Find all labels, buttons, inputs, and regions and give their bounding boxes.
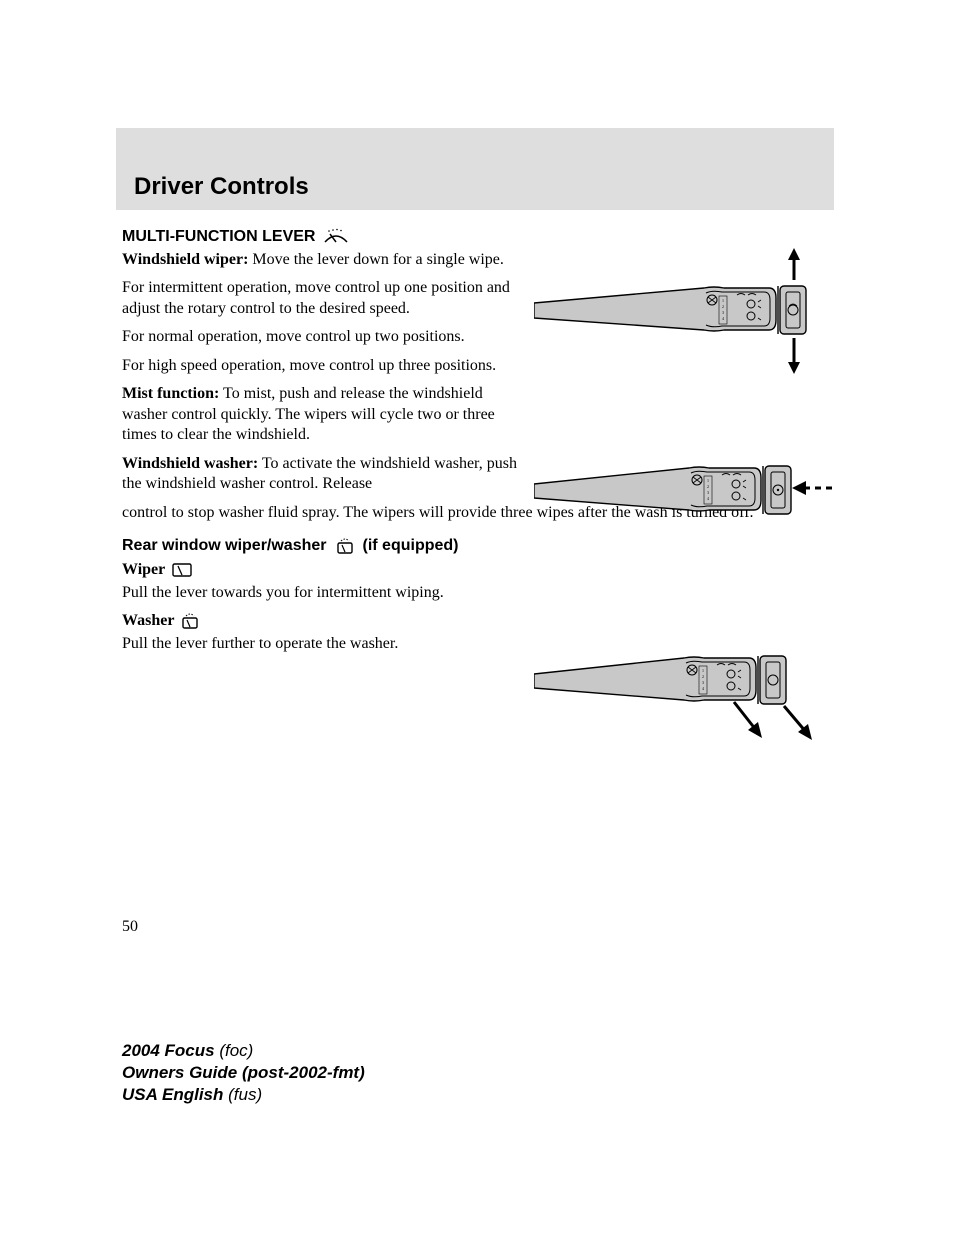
heading-text: MULTI-FUNCTION LEVER bbox=[122, 228, 315, 246]
footer-line1: 2004 Focus (foc) bbox=[122, 1040, 365, 1062]
svg-text:3: 3 bbox=[722, 310, 724, 315]
svg-text:4: 4 bbox=[707, 496, 709, 501]
washer-body-text: Pull the lever further to operate the wa… bbox=[122, 634, 522, 654]
intermittent-text: For intermittent operation, move control… bbox=[122, 278, 522, 319]
page-title: Driver Controls bbox=[134, 173, 309, 201]
lever-figure-updown: 1 2 3 4 bbox=[534, 248, 834, 378]
page-number: 50 bbox=[122, 918, 138, 936]
wiper-label-row: Wiper bbox=[122, 561, 834, 579]
svg-text:2: 2 bbox=[702, 674, 704, 679]
washer-label: Washer bbox=[122, 612, 174, 630]
page: Driver Controls 1 2 3 bbox=[0, 0, 954, 1235]
washer-text-start: Windshield washer: To activate the winds… bbox=[122, 454, 522, 495]
wiper-body-text: Pull the lever towards you for intermitt… bbox=[122, 583, 522, 603]
svg-text:2: 2 bbox=[722, 304, 724, 309]
mist-function-text: Mist function: To mist, push and release… bbox=[122, 384, 522, 445]
heading-text-b: (if equipped) bbox=[363, 537, 459, 555]
svg-text:4: 4 bbox=[722, 316, 724, 321]
svg-text:3: 3 bbox=[707, 490, 709, 495]
multi-function-lever-heading: MULTI-FUNCTION LEVER bbox=[122, 228, 834, 246]
svg-text:1: 1 bbox=[702, 668, 704, 673]
footer-model: 2004 Focus bbox=[122, 1041, 219, 1060]
normal-op-text: For normal operation, move control up tw… bbox=[122, 327, 522, 347]
bold-lead: Windshield wiper: bbox=[122, 251, 248, 268]
heading-text-a: Rear window wiper/washer bbox=[122, 537, 327, 555]
washer-label-row: Washer bbox=[122, 612, 834, 630]
rear-washer-icon bbox=[335, 537, 355, 555]
wiper-icon bbox=[323, 228, 349, 246]
footer-code1: (foc) bbox=[219, 1041, 253, 1060]
wiper-single-wipe-text: Windshield wiper: Move the lever down fo… bbox=[122, 250, 522, 270]
svg-text:2: 2 bbox=[707, 484, 709, 489]
content-area: 1 2 3 4 bbox=[122, 220, 834, 662]
svg-text:3: 3 bbox=[702, 680, 704, 685]
footer-line2: Owners Guide (post-2002-fmt) bbox=[122, 1062, 365, 1084]
footer-line3: USA English (fus) bbox=[122, 1084, 365, 1106]
bold-lead: Mist function: bbox=[122, 385, 219, 402]
svg-text:1: 1 bbox=[707, 478, 709, 483]
lever-figure-push: 1 2 3 4 bbox=[534, 436, 834, 546]
svg-text:4: 4 bbox=[702, 686, 704, 691]
lever-figure-pull: 1 2 3 4 bbox=[534, 632, 834, 747]
footer-code2: (fus) bbox=[228, 1085, 262, 1104]
footer: 2004 Focus (foc) Owners Guide (post-2002… bbox=[122, 1040, 365, 1106]
rear-wiper-icon bbox=[171, 562, 193, 578]
footer-lang: USA English bbox=[122, 1085, 228, 1104]
svg-text:1: 1 bbox=[722, 298, 724, 303]
rest-text: Move the lever down for a single wipe. bbox=[248, 251, 503, 268]
rear-washer-icon bbox=[180, 612, 200, 630]
wiper-label: Wiper bbox=[122, 561, 165, 579]
